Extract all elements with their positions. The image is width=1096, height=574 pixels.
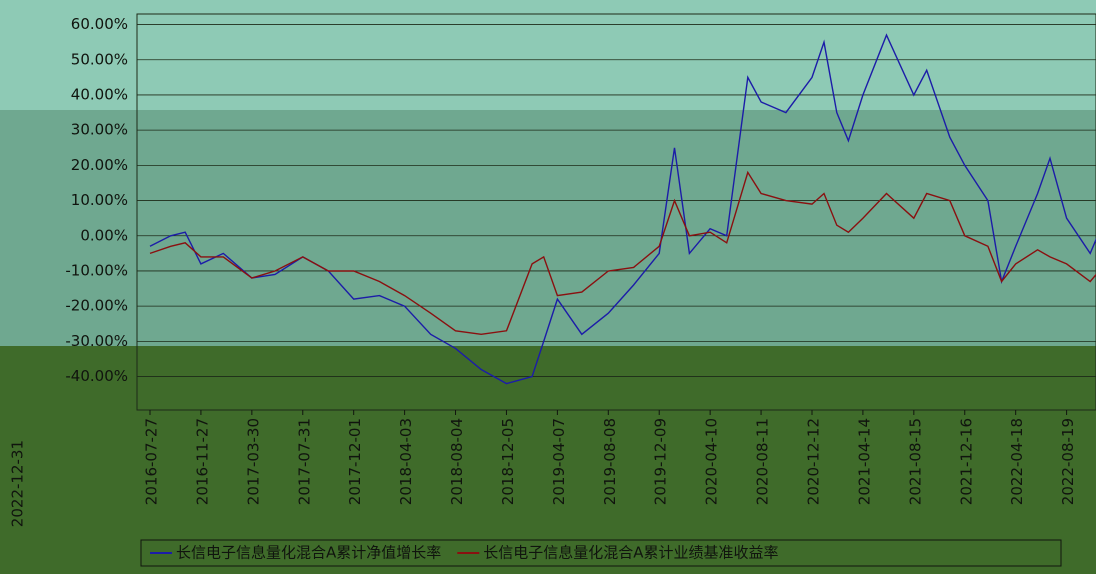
legend-box — [140, 539, 1062, 567]
x-tick-label: 2018-08-04 — [448, 418, 466, 505]
x-tick-label: 2017-12-01 — [346, 418, 364, 505]
x-tick-label: 2020-12-12 — [804, 418, 822, 505]
series-line — [149, 170, 1096, 336]
y-tick-label: -20.00% — [65, 297, 128, 315]
y-tick-label: 10.00% — [71, 191, 128, 209]
plot-frame — [136, 13, 1096, 411]
y-tick-label: 60.00% — [71, 15, 128, 33]
x-tick-label: 2021-08-15 — [906, 418, 924, 505]
legend-label: 长信电子信息量化混合A累计净值增长率 — [176, 544, 441, 562]
y-tick-label: 40.00% — [71, 85, 128, 103]
x-tick-label: 2022-08-19 — [1059, 418, 1077, 505]
y-tick-label: -40.00% — [65, 367, 128, 385]
y-tick-label: 30.00% — [71, 121, 128, 139]
y-tick-label: 20.00% — [71, 156, 128, 174]
y-tick-label: 0.00% — [80, 226, 128, 244]
y-tick-label: 50.00% — [71, 50, 128, 68]
x-tick-label: 2021-12-16 — [957, 418, 975, 505]
x-tick-label: 2017-03-30 — [244, 418, 262, 505]
legend-label: 长信电子信息量化混合A累计业绩基准收益率 — [483, 544, 778, 562]
x-range-end-label: 2022-12-31 — [9, 440, 27, 527]
x-tick-label: 2019-12-09 — [652, 418, 670, 505]
x-tick-label: 2019-08-08 — [601, 418, 619, 505]
x-tick-label: 2021-04-14 — [855, 418, 873, 505]
x-tick-label: 2018-04-03 — [397, 418, 415, 505]
band-top — [0, 0, 1096, 110]
x-tick-label: 2018-12-05 — [499, 418, 517, 505]
x-tick-label: 2022-04-18 — [1008, 418, 1026, 505]
x-tick-label: 2016-11-27 — [193, 418, 211, 505]
y-tick-label: -30.00% — [65, 332, 128, 350]
x-tick-label: 2019-04-07 — [550, 418, 568, 505]
x-tick-label: 2016-07-27 — [143, 418, 161, 505]
x-tick-label: 2020-04-10 — [703, 418, 721, 505]
y-tick-label: -10.00% — [65, 261, 128, 279]
x-tick-label: 2020-08-11 — [754, 418, 772, 505]
band-middle — [0, 110, 1096, 346]
x-tick-label: 2017-07-31 — [295, 418, 313, 505]
